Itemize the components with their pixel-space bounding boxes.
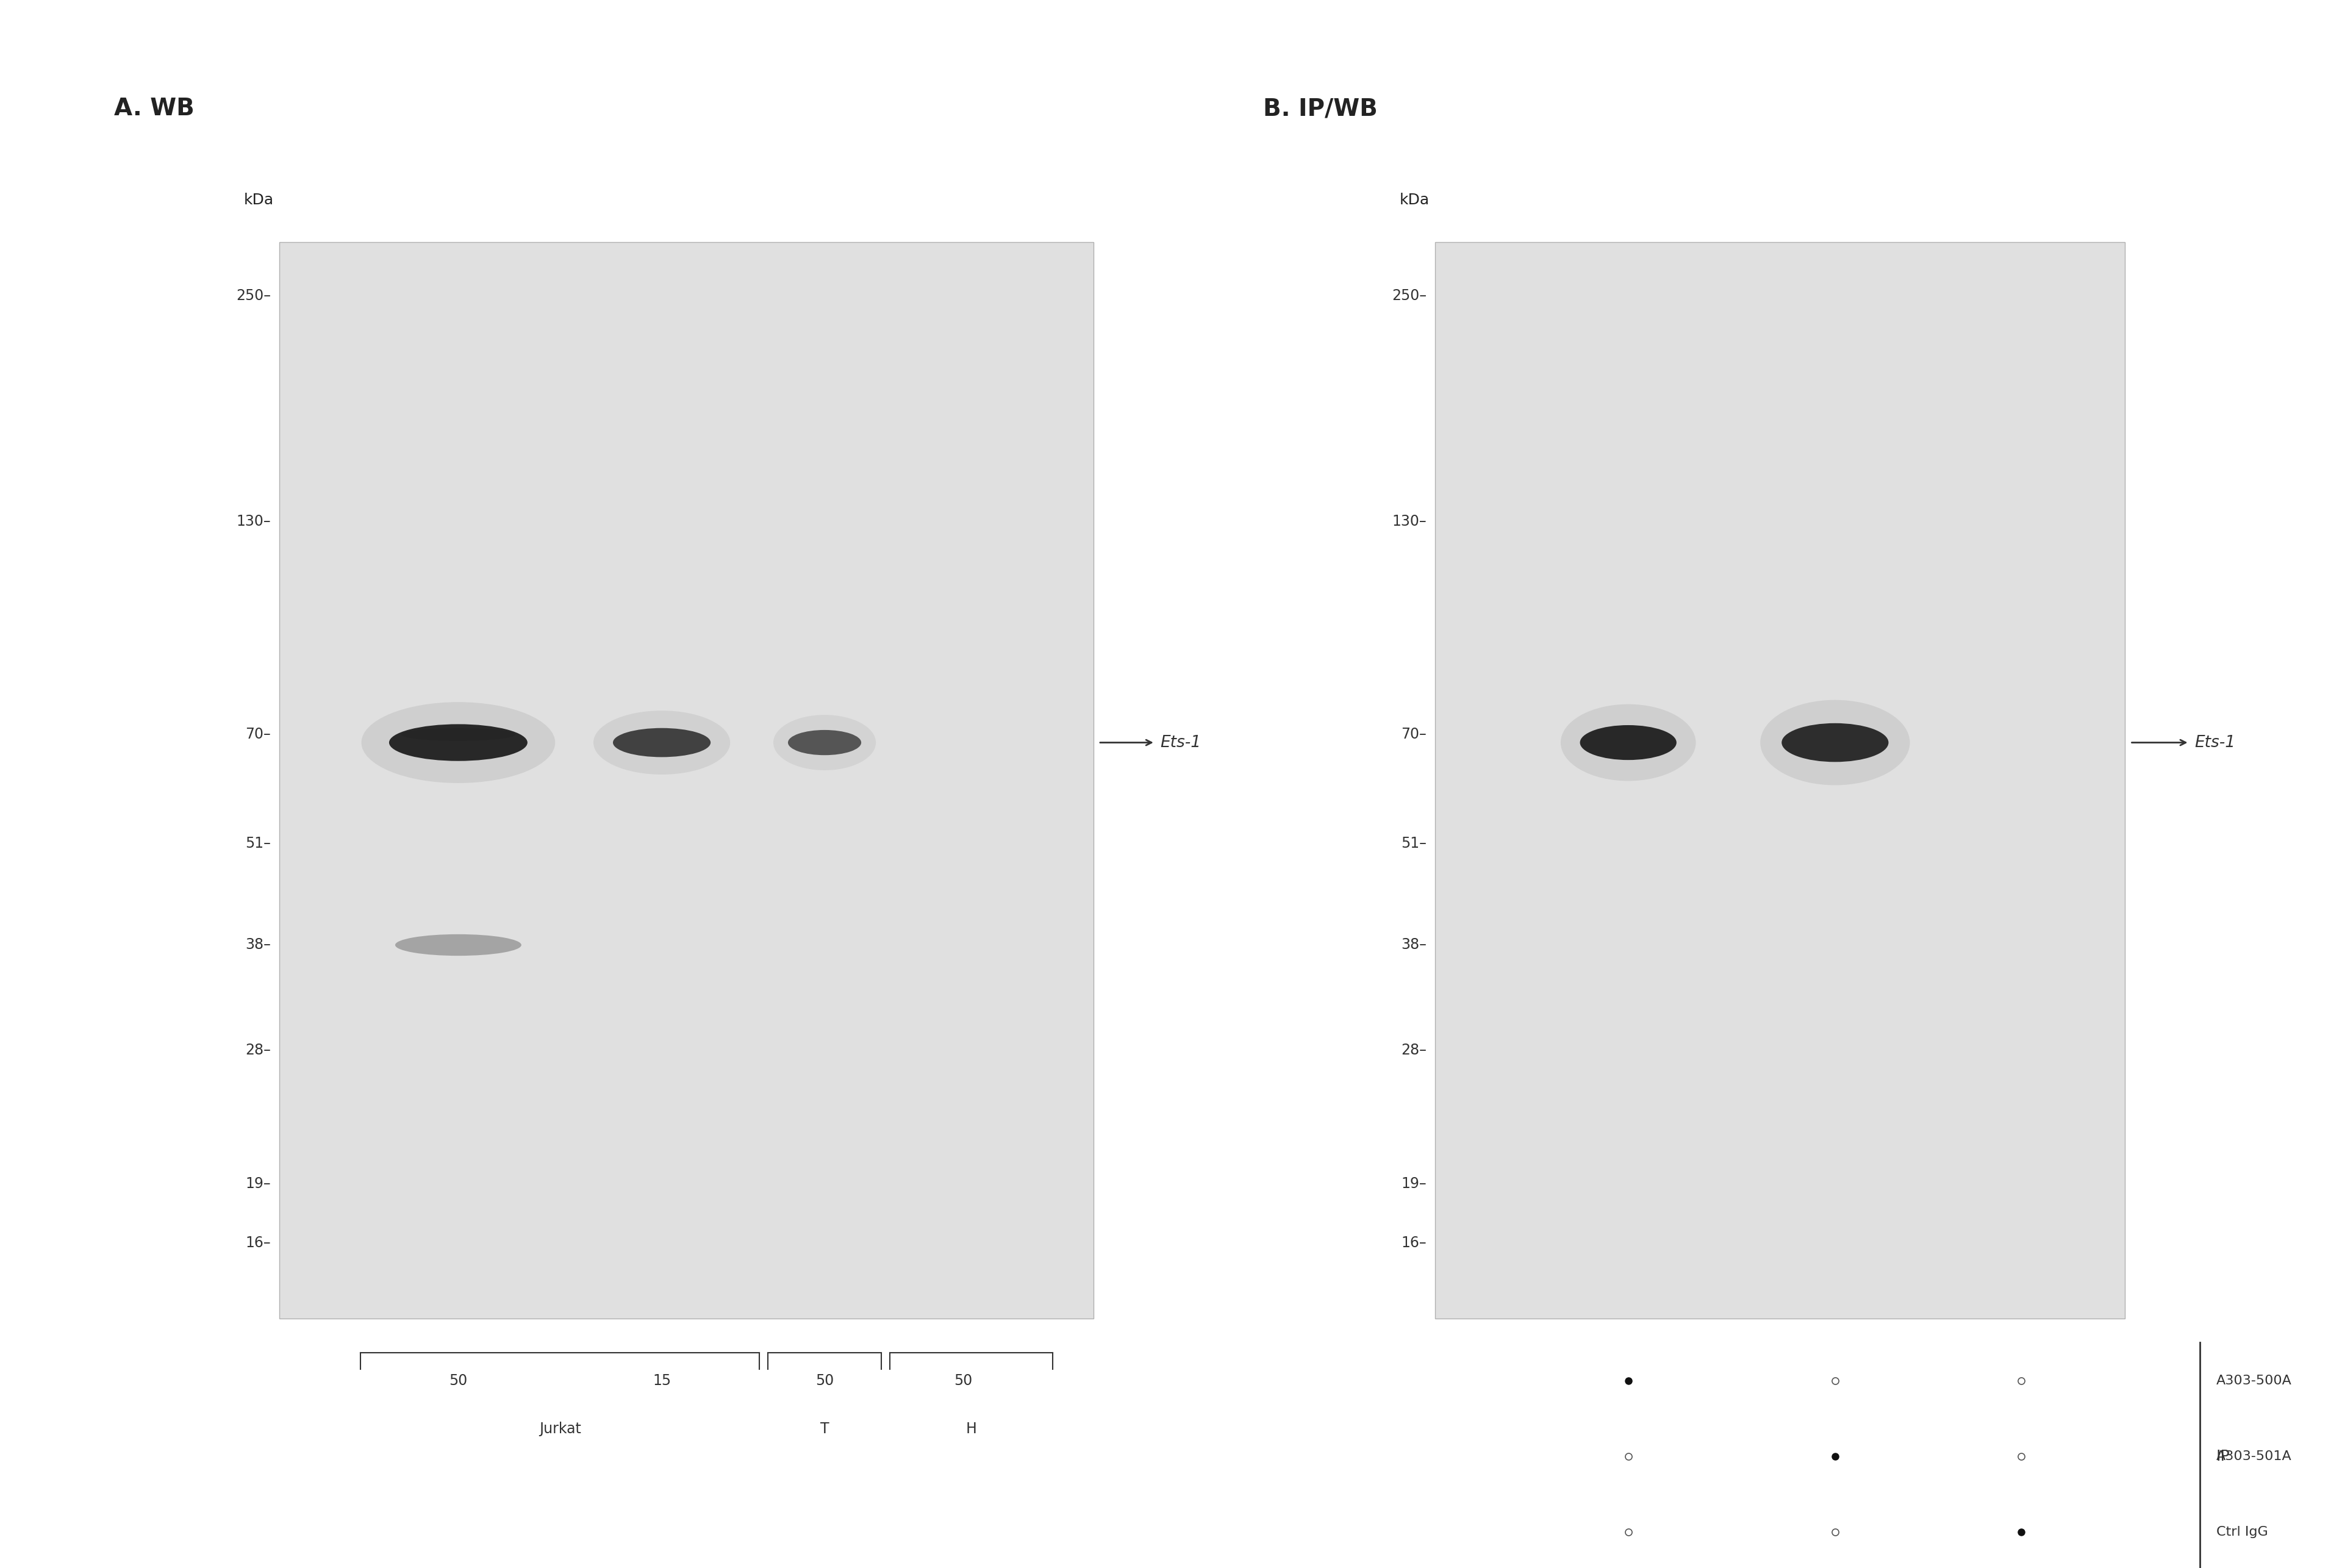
Text: 250–: 250– [237,289,272,303]
Text: A303-501A: A303-501A [2216,1450,2293,1463]
Bar [1436,241,2124,1319]
Text: 16–: 16– [1401,1236,1426,1250]
Text: IP: IP [2216,1449,2230,1463]
Ellipse shape [773,715,876,770]
Text: Ctrl IgG: Ctrl IgG [2216,1526,2267,1538]
Text: Ets-1: Ets-1 [1159,735,1201,751]
Text: 38–: 38– [246,938,272,952]
Text: 130–: 130– [237,514,272,528]
Ellipse shape [361,702,555,782]
Text: A303-500A: A303-500A [2216,1375,2293,1386]
Text: 50: 50 [953,1374,972,1388]
Text: 19–: 19– [246,1176,272,1192]
Text: T: T [820,1422,829,1436]
Text: 250–: 250– [1391,289,1426,303]
Ellipse shape [593,710,731,775]
Text: kDa: kDa [1401,193,1429,207]
Text: 16–: 16– [246,1236,272,1250]
Text: H: H [965,1422,977,1436]
Ellipse shape [1560,704,1696,781]
Text: 130–: 130– [1391,514,1426,528]
Text: kDa: kDa [244,193,274,207]
Ellipse shape [396,935,522,956]
Text: 19–: 19– [1401,1176,1426,1192]
Ellipse shape [1581,724,1677,760]
Text: 28–: 28– [1401,1043,1426,1057]
Text: A. WB: A. WB [115,97,194,121]
Text: Jurkat: Jurkat [539,1422,581,1436]
Ellipse shape [614,728,710,757]
Ellipse shape [1782,723,1888,762]
Ellipse shape [389,724,527,760]
Bar [279,241,1094,1319]
Text: 15: 15 [653,1374,670,1388]
Text: 38–: 38– [1401,938,1426,952]
Ellipse shape [1761,699,1909,786]
Text: 50: 50 [450,1374,468,1388]
Text: 51–: 51– [1401,836,1426,851]
Ellipse shape [400,728,515,742]
Text: 28–: 28– [246,1043,272,1057]
Text: B. IP/WB: B. IP/WB [1262,97,1377,121]
Text: Ets-1: Ets-1 [2194,735,2237,751]
Text: 70–: 70– [246,728,272,742]
Text: 50: 50 [815,1374,834,1388]
Text: 51–: 51– [246,836,272,851]
Ellipse shape [787,731,862,756]
Text: 70–: 70– [1401,728,1426,742]
